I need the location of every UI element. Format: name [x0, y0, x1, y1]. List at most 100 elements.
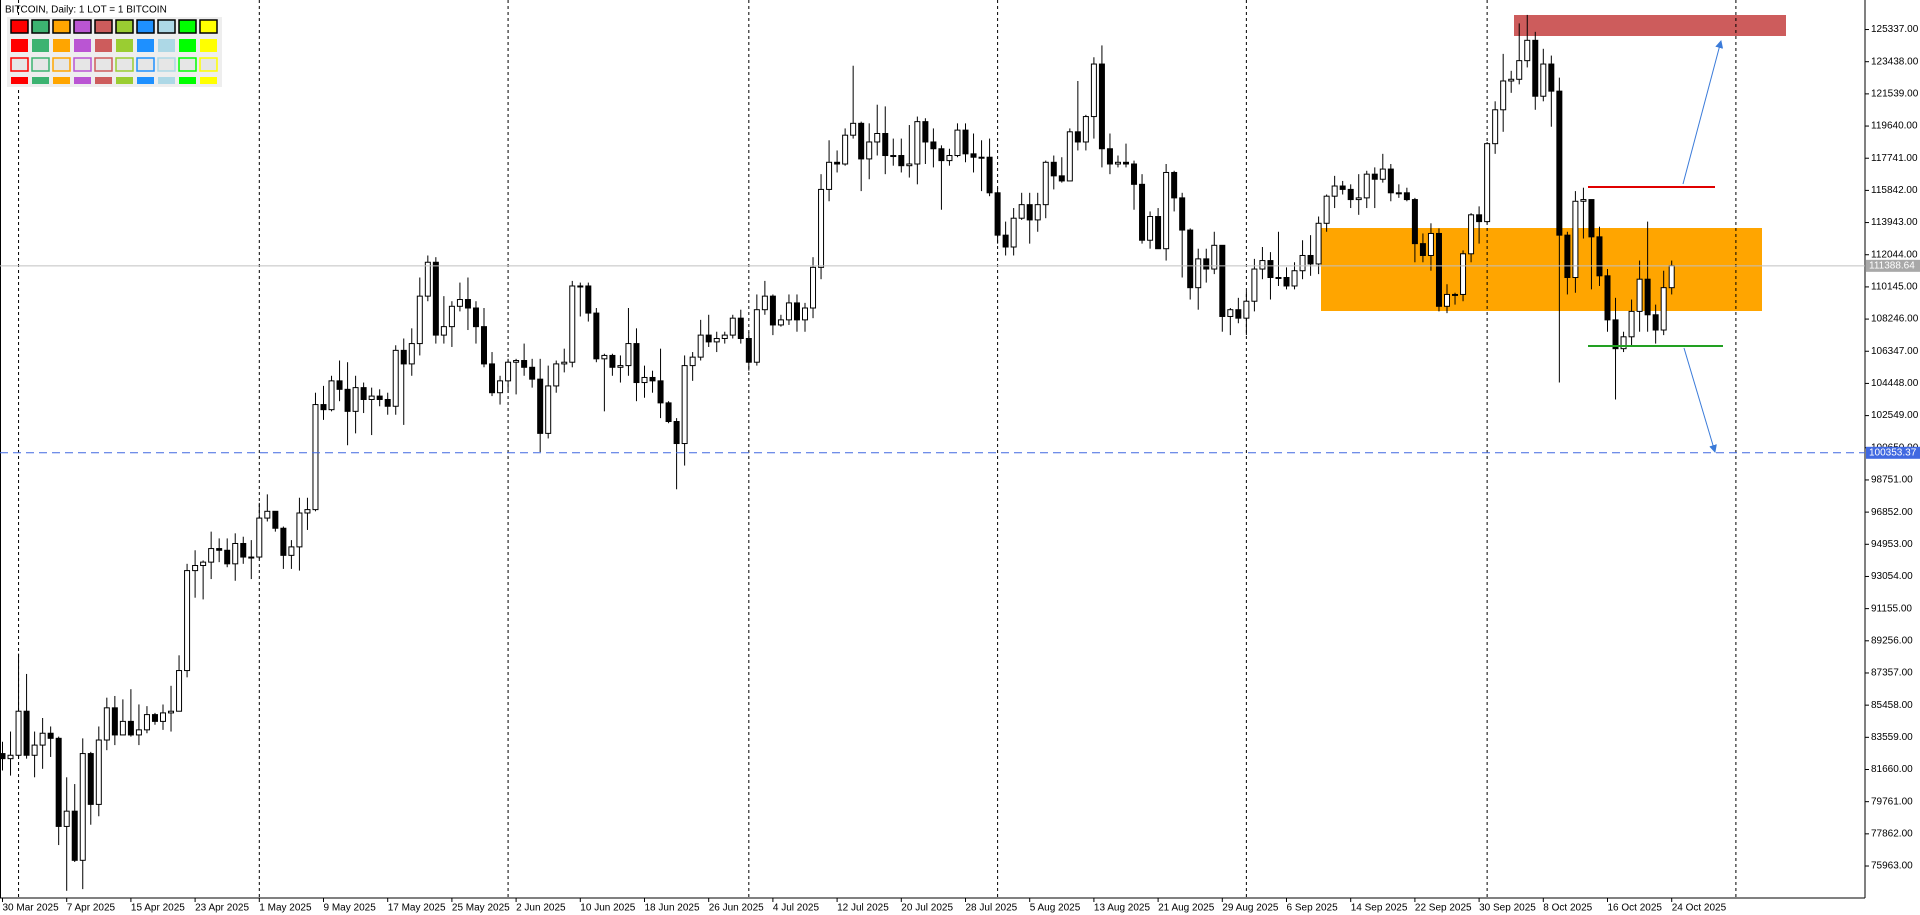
palette-swatch — [199, 57, 218, 72]
candle-body — [545, 385, 552, 434]
candle-body — [906, 163, 913, 167]
candle-body — [1636, 278, 1643, 312]
price-label: 100353.37 — [1869, 447, 1917, 458]
candle-body — [1652, 314, 1659, 331]
candle-body — [1275, 277, 1282, 280]
candle-body — [39, 732, 46, 746]
candle-body — [842, 134, 849, 165]
candle-body — [1444, 293, 1450, 307]
candle-body — [464, 299, 471, 309]
candle-body — [585, 285, 592, 314]
candle-body — [1090, 63, 1097, 118]
palette-swatch — [200, 77, 217, 84]
y-tick-label: 89256.00 — [1871, 635, 1913, 646]
candle-body — [400, 349, 407, 365]
candle-body — [1018, 204, 1025, 219]
x-tick-label: 30 Sep 2025 — [1479, 903, 1536, 914]
candle-body — [481, 326, 487, 365]
candle-body — [1227, 309, 1234, 317]
y-tick-label: 123438.00 — [1871, 56, 1919, 67]
palette-swatch — [199, 19, 218, 34]
palette-swatch — [94, 19, 113, 34]
x-tick-label: 12 Jul 2025 — [837, 903, 889, 914]
candle-body — [1371, 173, 1378, 180]
x-tick-label: 20 Jul 2025 — [901, 903, 953, 914]
x-tick-label: 14 Sep 2025 — [1351, 903, 1408, 914]
candle-body — [1660, 287, 1667, 331]
candle-body — [802, 307, 808, 321]
candle-body — [826, 161, 833, 190]
candle-body — [657, 380, 664, 404]
candle-body — [472, 307, 479, 328]
candle-body — [456, 299, 463, 307]
candle-body — [0, 753, 6, 760]
y-tick-label: 91155.00 — [1871, 603, 1912, 614]
candle-body — [898, 155, 905, 167]
candle-body — [858, 122, 865, 160]
candle-body — [665, 402, 672, 423]
candle-body — [1106, 148, 1113, 165]
x-tick-label: 29 Aug 2025 — [1222, 903, 1279, 914]
candle-body — [47, 732, 54, 739]
candle-body — [216, 548, 223, 551]
candle-body — [882, 133, 889, 157]
candle-body — [240, 542, 247, 558]
candle-body — [745, 337, 752, 363]
candle-body — [1155, 216, 1162, 250]
candle-body — [376, 395, 383, 400]
candle-body — [1427, 232, 1434, 256]
candle-body — [1323, 195, 1330, 224]
candle-body — [1139, 183, 1146, 241]
plot-area — [0, 0, 1737, 898]
y-tick-label: 87357.00 — [1871, 668, 1913, 679]
candle-body — [1082, 116, 1089, 143]
x-tick-label: 1 May 2025 — [259, 903, 312, 914]
palette-swatch — [116, 77, 133, 84]
candle-body — [1034, 204, 1041, 221]
palette-swatch — [158, 39, 175, 52]
candle-body — [1395, 192, 1402, 195]
candle-body — [424, 261, 431, 297]
x-tick-label: 10 Jun 2025 — [580, 903, 635, 914]
candle-body — [288, 546, 295, 556]
candle-body — [1363, 173, 1370, 199]
palette-swatch — [179, 77, 196, 84]
palette-swatch — [94, 57, 113, 72]
target-zone — [1514, 15, 1786, 36]
candle-body — [649, 376, 656, 382]
candle-body — [521, 360, 528, 368]
candle-body — [1147, 216, 1154, 241]
y-tick-label: 113943.00 — [1871, 217, 1918, 228]
candle-body — [1042, 161, 1049, 206]
candle-body — [569, 285, 576, 363]
candle-body — [1283, 277, 1290, 287]
candle-body — [344, 388, 351, 412]
candle-body — [384, 398, 391, 407]
candle-body — [1098, 63, 1105, 150]
x-tick-label: 7 Apr 2025 — [67, 903, 116, 914]
candle-body — [866, 141, 873, 160]
candle-body — [1508, 78, 1515, 82]
candle-body — [890, 155, 897, 158]
candle-body — [184, 570, 191, 672]
candle-body — [1339, 185, 1346, 190]
candle-body — [705, 334, 712, 343]
palette-swatch — [137, 39, 154, 52]
candle-body — [151, 714, 158, 722]
y-tick-label: 121539.00 — [1871, 89, 1919, 100]
y-tick-label: 110145.00 — [1871, 282, 1918, 293]
candle-body — [264, 510, 271, 519]
candle-body — [1259, 260, 1266, 270]
color-palette[interactable] — [7, 17, 222, 87]
candle-body — [208, 548, 215, 563]
candle-body — [312, 404, 319, 511]
palette-swatch — [178, 19, 197, 34]
candle-body — [641, 376, 648, 384]
y-tick-label: 96852.00 — [1871, 507, 1913, 518]
y-tick-label: 112044.00 — [1871, 249, 1918, 260]
candle-body — [1251, 268, 1258, 302]
candle-body — [1540, 63, 1547, 97]
candle-body — [1564, 234, 1571, 279]
palette-swatch — [136, 57, 155, 72]
support-zone — [1321, 228, 1762, 311]
